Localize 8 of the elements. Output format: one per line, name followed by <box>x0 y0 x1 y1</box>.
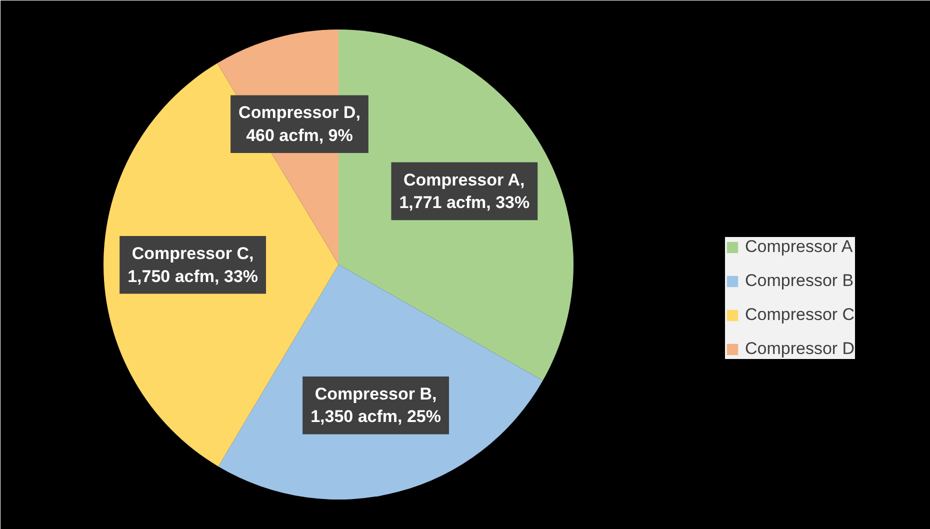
legend-label: Compressor C <box>745 305 855 325</box>
data-label: Compressor D, 460 acfm, 9% <box>238 103 360 146</box>
data-label: Compressor A, 1,771 acfm, 33% <box>399 170 530 212</box>
legend-label: Compressor D <box>745 339 855 359</box>
data-label: Compressor C, 1,750 acfm, 33% <box>128 244 258 286</box>
legend-label: Compressor B <box>745 271 854 291</box>
data-label: Compressor B, 1,350 acfm, 25% <box>310 384 441 426</box>
legend-label: Compressor A <box>745 237 853 257</box>
